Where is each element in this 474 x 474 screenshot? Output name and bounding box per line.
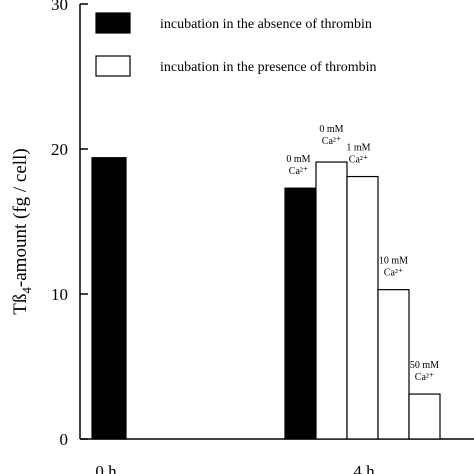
- bar-annotation: Ca²⁺: [289, 166, 308, 177]
- bar-presence: [346, 175, 379, 440]
- legend-label: incubation in the absence of thrombin: [160, 17, 372, 32]
- y-tick-label: 30: [51, 0, 68, 14]
- axes: 0 10 20 30 Tß4-amount (fg / cell) 0 h 4 h: [10, 0, 474, 474]
- bar-annotation: 0 mM: [319, 124, 343, 135]
- bar-annotation: 0 mM: [286, 154, 310, 165]
- legend-swatch: [95, 12, 131, 34]
- x-category-label: 0 h: [95, 462, 117, 474]
- bar-annotation: Ca²⁺: [415, 372, 434, 383]
- bar-annotation: Ca²⁺: [322, 136, 341, 147]
- bar-presence: [315, 161, 348, 440]
- y-tick-label: 0: [60, 430, 69, 449]
- bar-annotation: 50 mM: [410, 360, 439, 371]
- bar-annotation: 10 mM: [379, 256, 408, 267]
- bar-absence: [284, 187, 317, 440]
- y-tick-label: 20: [51, 140, 68, 159]
- bar-annotation: Ca²⁺: [349, 155, 368, 166]
- bar-annotation: 1 mM: [346, 143, 370, 154]
- x-category-label: 4 h: [353, 462, 375, 474]
- y-tick-label: 10: [51, 285, 68, 304]
- bar-presence: [408, 393, 441, 440]
- bar-absence: [91, 157, 127, 440]
- legend: incubation in the absence of thrombin inc…: [95, 12, 377, 77]
- legend-label: incubation in the presence of thrombin: [160, 60, 377, 75]
- bar-presence: [377, 289, 410, 440]
- legend-swatch: [95, 55, 131, 77]
- bar-annotation: Ca²⁺: [384, 268, 403, 279]
- y-axis-title: Tß4-amount (fg / cell): [10, 148, 34, 314]
